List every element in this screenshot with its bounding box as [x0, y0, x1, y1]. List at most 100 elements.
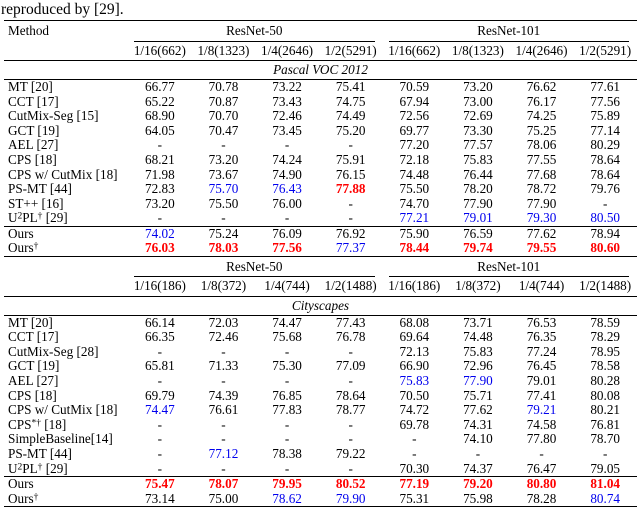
value-cell: 79.55 [509, 241, 574, 257]
value-cell: 70.30 [399, 460, 430, 476]
value-cell: - [157, 431, 163, 447]
value-cell: 74.31 [463, 416, 493, 432]
table-row: U2PL† [29] - - - - 70.30 74.37 76.47 79.05 [4, 460, 637, 477]
value-cell: 78.62 [255, 491, 319, 507]
split-header: 1/8(372) [191, 277, 256, 297]
value-cell: 76.00 [272, 195, 302, 211]
value-cell: - [284, 431, 290, 447]
split-header: 1/16(186) [128, 277, 192, 297]
method-label: Ours [8, 476, 34, 492]
value-cell: 79.05 [590, 460, 620, 476]
value-cell: - [221, 373, 226, 389]
value-cell: 74.25 [526, 108, 557, 124]
value-cell: - [348, 373, 353, 389]
method-cell: U2PL† [29] [4, 211, 128, 226]
value-cell: 76.92 [318, 225, 383, 242]
value-cell: - [157, 416, 163, 432]
value-cell: 73.30 [463, 122, 493, 138]
value-cell: 77.19 [382, 476, 447, 492]
value-cell: 74.49 [335, 108, 366, 124]
method-label: PS-MT [44] [8, 181, 72, 197]
value-cell: 80.28 [590, 373, 620, 389]
value-cell: 76.44 [463, 166, 493, 182]
value-cell: 79.95 [255, 476, 319, 492]
value-cell: 72.18 [399, 151, 430, 167]
value-cell: 76.61 [208, 402, 239, 418]
method-label: AEL [27] [8, 373, 59, 389]
value-cell: 75.71 [463, 387, 493, 403]
value-cell: 77.55 [526, 151, 557, 167]
method-label: PS-MT [44] [8, 446, 72, 462]
value-cell: 73.00 [463, 93, 493, 109]
method-superscript: 2 [17, 211, 23, 222]
value-cell: 66.35 [145, 329, 175, 345]
value-cell: 74.37 [463, 460, 493, 476]
value-cell: 80.80 [509, 476, 574, 492]
value-cell: 65.22 [145, 93, 175, 109]
dataset-title: Cityscapes [4, 296, 637, 316]
value-cell: - [348, 416, 353, 432]
value-cell: 75.83 [463, 343, 493, 359]
empty-corner-cell [4, 41, 129, 61]
value-cell: 78.77 [335, 402, 366, 418]
value-cell: 76.47 [526, 460, 557, 476]
value-cell: 70.59 [399, 79, 430, 94]
table-row: SimpleBaseline[14] - - - - - 74.10 77.80 78.70 [4, 432, 637, 447]
value-cell: 77.62 [509, 225, 574, 242]
method-label: PL [22, 460, 38, 476]
method-superscript: † [37, 211, 43, 222]
method-label: GCT [19] [8, 122, 60, 138]
split-header-row: 1/16(662) 1/8(1323) 1/4(2646) 1/2(5291) 1/16… [4, 41, 637, 61]
value-cell: 75.50 [399, 181, 430, 197]
method-label: CCT [17] [8, 329, 59, 345]
table-row: GCT [19] 64.05 70.47 73.45 75.20 69.77 73.30 75… [4, 122, 637, 139]
table-row: Ours† 76.03 78.03 77.56 77.37 78.44 79.74 79.55… [4, 241, 637, 257]
table-row: CutMix-Seg [28] - - - - 72.13 75.83 77.24 78.95 [4, 343, 637, 360]
table-row: PS-MT [44] - 77.12 78.38 79.22 - - - - [4, 446, 637, 462]
value-cell: 79.30 [526, 210, 557, 226]
method-cell: MT [20] [4, 315, 128, 330]
method-cell: GCT [19] [4, 122, 128, 139]
value-cell: 70.70 [208, 108, 239, 124]
value-cell: - [348, 343, 353, 359]
value-cell: 77.14 [590, 122, 620, 138]
value-cell: 71.98 [145, 166, 175, 182]
value-cell: - [284, 373, 290, 389]
value-cell: 78.07 [191, 476, 256, 492]
value-cell: - [348, 431, 353, 447]
value-cell: - [157, 446, 163, 462]
value-cell: 70.47 [208, 122, 239, 138]
value-cell: 76.81 [590, 416, 620, 432]
method-label: CPS [8, 416, 32, 432]
method-label: CPS w/ CutMix [18] [8, 166, 118, 182]
value-cell: 79.22 [335, 446, 366, 462]
value-cell: 73.43 [272, 93, 302, 109]
value-cell: 75.70 [208, 181, 239, 197]
method-cell: SimpleBaseline[14] [4, 432, 128, 447]
table-row: U2PL† [29] - - - - 77.21 79.01 79.30 80.50 [4, 211, 637, 226]
method-cell: ST++ [16] [4, 196, 128, 212]
value-cell: - [157, 460, 163, 476]
split-header: 1/8(372) [446, 277, 510, 297]
split-header: 1/2(5291) [573, 41, 637, 61]
method-cell: PS-MT [44] [4, 446, 128, 462]
value-cell: - [539, 446, 544, 462]
value-cell: 78.58 [590, 358, 620, 374]
value-cell: 75.68 [272, 329, 302, 345]
value-cell: 73.20 [463, 79, 493, 94]
value-cell: 78.38 [272, 446, 302, 462]
value-cell: - [475, 446, 481, 462]
value-cell: 72.46 [208, 329, 239, 345]
value-cell: - [221, 416, 226, 432]
value-cell: - [284, 460, 290, 476]
value-cell: 79.76 [590, 181, 620, 197]
value-cell: 74.58 [526, 416, 557, 432]
value-cell: 76.53 [526, 314, 557, 330]
value-cell: - [284, 210, 290, 226]
value-cell: 76.45 [526, 358, 557, 374]
value-cell: - [348, 210, 353, 226]
split-header: 1/16(186) [382, 277, 447, 297]
value-cell: 77.20 [399, 137, 430, 153]
method-label: CCT [17] [8, 93, 59, 109]
value-cell: 77.56 [255, 241, 319, 257]
